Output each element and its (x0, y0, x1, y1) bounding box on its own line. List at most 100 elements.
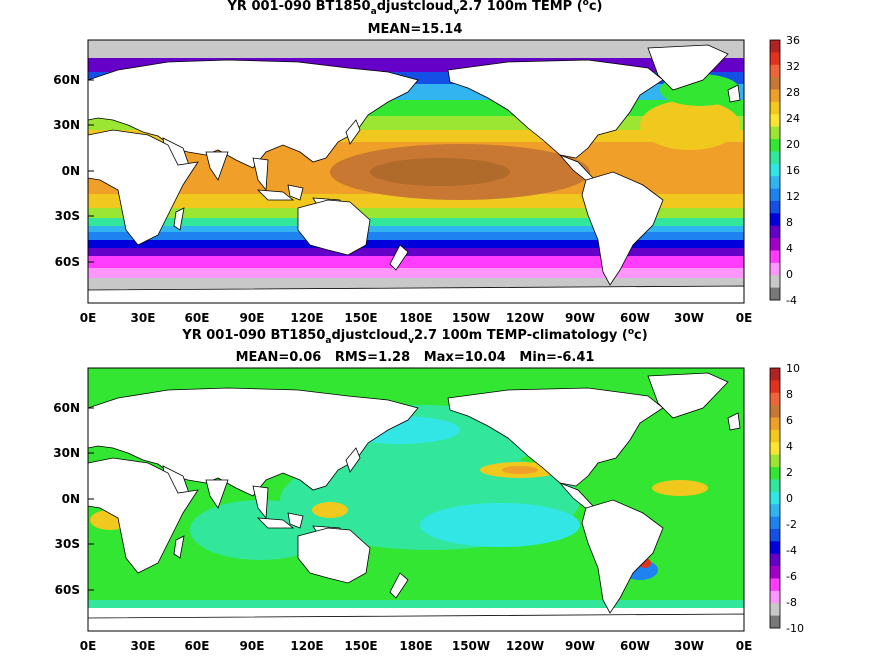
top-lon-label: 30E (131, 311, 156, 325)
top-colorbar-label: 16 (786, 164, 800, 177)
top-lat-label: 60N (53, 73, 80, 87)
top-colorbar-label: 36 (786, 34, 800, 47)
top-lon-label: 90E (240, 311, 265, 325)
top-lon-label: 60E (185, 311, 210, 325)
panel-top-stats: MEAN=15.14 (368, 22, 463, 37)
colorbar-swatch (770, 380, 780, 394)
colorbar-swatch (770, 126, 780, 140)
top-colorbar-label: 32 (786, 60, 800, 73)
panel-top-title: YR 001-090 BT1850adjustcloudv2.7 100m TE… (227, 0, 603, 17)
panel-bottom-title: YR 001-090 BT1850adjustcloudv2.7 100m TE… (181, 327, 647, 346)
colorbar-frame (769, 39, 781, 301)
colorbar-swatch (770, 429, 780, 443)
colorbar-swatch (770, 368, 780, 381)
colorbar-swatch (770, 64, 780, 78)
bottom-colorbar-label: -6 (786, 570, 797, 583)
top-lon-axis: 0E 30E 60E 90E 120E 150E 180E 150W 120W … (80, 311, 753, 325)
colorbar-swatch (770, 504, 780, 517)
bottom-lat-label: 0N (62, 492, 80, 506)
colorbar-swatch (770, 553, 780, 567)
colorbar-swatch (770, 200, 780, 214)
colorbar-swatch (770, 566, 780, 579)
top-colorbar-label: 20 (786, 138, 800, 151)
bottom-lon-label: 90W (565, 639, 595, 653)
bottom-lat-label: 30N (53, 446, 80, 460)
bottom-lon-label: 120W (506, 639, 544, 653)
bottom-lon-label: 180E (399, 639, 432, 653)
colorbar-swatch (770, 188, 780, 202)
bottom-lon-label: 0E (80, 639, 97, 653)
colorbar-swatch (770, 262, 780, 276)
bottom-colorbar-label: 10 (786, 362, 800, 375)
bottom-colorbar-label: 4 (786, 440, 793, 453)
top-colorbar-label: 8 (786, 216, 793, 229)
colorbar-swatch (770, 163, 780, 177)
top-lat-label: 60S (55, 255, 80, 269)
bottom-lat-axis: 60N 30N 0N 30S 60S (53, 401, 94, 597)
colorbar-frame (769, 367, 781, 629)
top-colorbar-label: 28 (786, 86, 800, 99)
bottom-lon-label: 90E (240, 639, 265, 653)
top-lon-label: 0E (80, 311, 97, 325)
map-panel-bottom: YR 001-090 BT1850adjustcloudv2.7 100m TE… (53, 327, 804, 653)
top-lon-label: 30W (674, 311, 704, 325)
top-colorbar-label: -4 (786, 294, 797, 307)
colorbar-swatch (770, 442, 780, 455)
colorbar-swatch (770, 40, 780, 53)
top-colorbar-label: 4 (786, 242, 793, 255)
colorbar-swatch (770, 491, 780, 505)
colorbar-swatch (770, 139, 780, 152)
bottom-colorbar-label: 8 (786, 388, 793, 401)
colorbar-swatch (770, 541, 780, 555)
colorbar-swatch (770, 516, 780, 530)
colorbar-swatch (770, 603, 780, 616)
colorbar-swatch (770, 151, 780, 165)
colorbar-swatch (770, 615, 780, 629)
colorbar-swatch (770, 176, 780, 189)
colorbar-swatch (770, 101, 780, 115)
top-lat-label: 30N (53, 118, 80, 132)
colorbar-swatch (770, 238, 780, 251)
colorbar-swatch (770, 213, 780, 227)
colorbar-swatch (770, 89, 780, 103)
bottom-colorbar-label: 2 (786, 466, 793, 479)
bottom-colorbar-ticks: 10 8 6 4 2 0 -2 -4 -6 -8 -10 (786, 362, 804, 635)
colorbar-swatch (770, 225, 780, 239)
bottom-lon-label: 30E (131, 639, 156, 653)
top-colorbar-label: 12 (786, 190, 800, 203)
bottom-colorbar-label: -2 (786, 518, 797, 531)
bottom-colorbar-label: -8 (786, 596, 797, 609)
colorbar-swatch (770, 528, 780, 542)
top-colorbar-ticks: 36 32 28 24 20 16 12 8 4 0 -4 (786, 34, 800, 307)
colorbar-swatch (770, 590, 780, 604)
colorbar-swatch (770, 417, 780, 431)
bottom-lat-label: 30S (55, 537, 80, 551)
colorbar-swatch (770, 77, 780, 90)
bottom-colorbar (769, 367, 781, 629)
top-lon-label: 180E (399, 311, 432, 325)
top-lon-label: 120W (506, 311, 544, 325)
colorbar-swatch (770, 578, 780, 592)
top-colorbar-label: 0 (786, 268, 793, 281)
top-lat-label: 0N (62, 164, 80, 178)
bottom-colorbar-label: -10 (786, 622, 804, 635)
bottom-colorbar-label: -4 (786, 544, 797, 557)
bottom-lon-label: 30W (674, 639, 704, 653)
bottom-lat-label: 60N (53, 401, 80, 415)
top-lon-label: 150W (452, 311, 490, 325)
bottom-lon-label: 150W (452, 639, 490, 653)
bottom-lon-label: 60E (185, 639, 210, 653)
panel-bottom-stats: MEAN=0.06 RMS=1.28 Max=10.04 Min=-6.41 (236, 350, 595, 365)
top-colorbar (769, 39, 781, 301)
colorbar-swatch (770, 392, 780, 406)
top-lat-label: 30S (55, 209, 80, 223)
colorbar-swatch (770, 405, 780, 418)
colorbar-swatch (770, 479, 780, 493)
colorbar-swatch (770, 454, 780, 468)
top-lon-label: 120E (290, 311, 323, 325)
bottom-lon-axis: 0E 30E 60E 90E 120E 150E 180E 150W 120W … (80, 639, 753, 653)
top-colorbar-label: 24 (786, 112, 800, 125)
bottom-lon-label: 0E (736, 639, 753, 653)
colorbar-swatch (770, 467, 780, 480)
